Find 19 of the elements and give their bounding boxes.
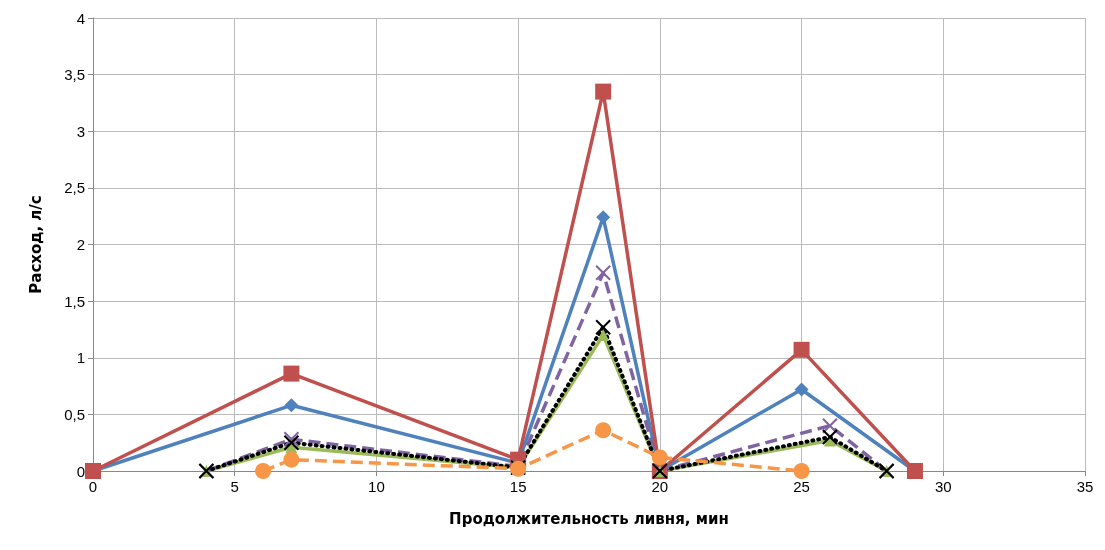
y-axis-title: Расход, л/с [26, 195, 45, 294]
x-tick-label: 10 [368, 478, 385, 495]
x-tick-label: 35 [1076, 478, 1094, 495]
y-tick-label: 2 [76, 236, 85, 253]
y-tick-label: 0 [76, 462, 85, 480]
y-tick-label: 3,5 [64, 66, 85, 84]
y-tick-label: 4 [76, 9, 85, 27]
y-tick-label: 3 [76, 122, 85, 140]
x-tick-label: 20 [651, 478, 669, 495]
y-tick-label: 1,5 [64, 292, 85, 310]
y-tick-label: 1 [76, 349, 85, 367]
x-tick-label: 5 [230, 478, 239, 495]
x-axis-title: Продолжительность ливня, мин [449, 509, 729, 528]
x-tick-label: 0 [88, 478, 98, 495]
y-tick-label: 0,5 [64, 405, 85, 423]
x-tick-label: 15 [509, 478, 527, 495]
x-tick-label: 25 [793, 478, 810, 495]
y-tick-label: 2,5 [64, 179, 85, 197]
x-tick-label: 30 [934, 478, 952, 495]
